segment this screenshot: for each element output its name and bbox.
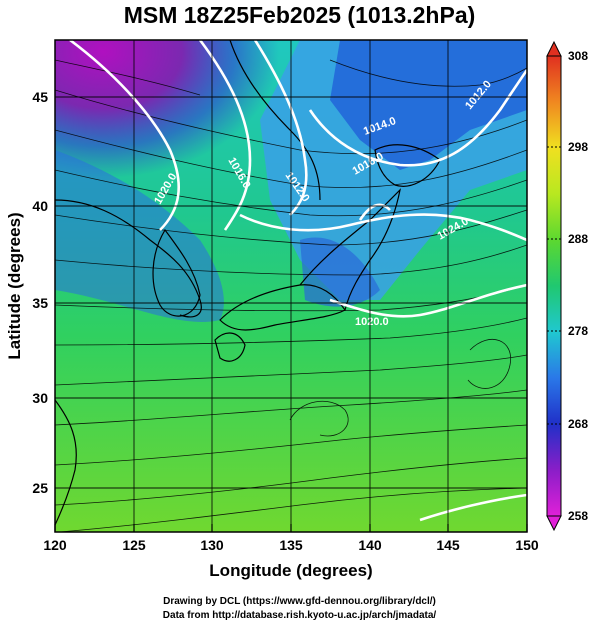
colorbar-tick-label: 268 [568,417,588,431]
x-tick-label: 120 [43,537,67,553]
colorbar-tick-label: 298 [568,140,588,154]
figure-title: MSM 18Z25Feb2025 (1013.2hPa) [123,2,476,28]
x-tick-label: 140 [358,537,382,553]
colorbar-tick-label: 308 [568,49,588,63]
y-tick-label: 45 [32,89,48,105]
isobar-label: 1020.0 [355,316,389,328]
x-tick-label: 135 [279,537,303,553]
colorbar-max-arrow [546,40,562,57]
lat-lon-grid [55,40,527,532]
colorbar-bar [546,55,562,517]
x-tick-label: 145 [436,537,460,553]
colorbar-tick-label: 278 [568,324,588,338]
y-tick-label: 25 [32,480,48,496]
x-axis-title: Longitude (degrees) [209,561,372,580]
colorbar-tick-label: 258 [568,509,588,523]
coastlines [55,40,441,526]
x-tick-label: 130 [200,537,224,553]
credit-data: Data from http://database.rish.kyoto-u.a… [162,610,437,621]
y-tick-label: 30 [32,390,48,406]
y-tick-label: 40 [32,198,48,214]
colorbar: 258 268 278 288 298 308 [546,40,588,532]
x-tick-label: 125 [122,537,146,553]
y-axis-title: Latitude (degrees) [5,212,24,359]
credit-drawing: Drawing by DCL (https://www.gfd-dennou.o… [163,596,436,607]
colorbar-tick-label: 288 [568,232,588,246]
colorbar-min-arrow [546,515,562,532]
wind-streamlines [55,59,527,532]
x-tick-label: 150 [515,537,539,553]
y-tick-label: 35 [32,295,48,311]
